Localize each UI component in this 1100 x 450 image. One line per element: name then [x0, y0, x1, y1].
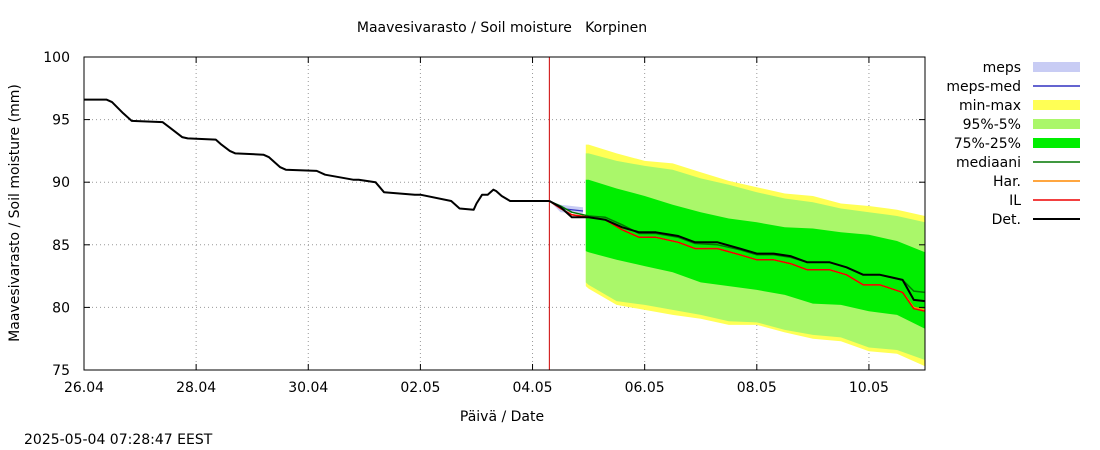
legend-label-meps: meps [983, 60, 1021, 76]
legend-swatch-minmax [1033, 100, 1080, 110]
plot-frame [83, 56, 926, 371]
legend-label-median: mediaani [956, 155, 1021, 171]
x-tick-label: 10.05 [849, 380, 889, 396]
x-tick-label: 02.05 [400, 380, 440, 396]
x-tick-label: 26.04 [64, 380, 104, 396]
line-layer [84, 57, 926, 370]
x-tick-label: 04.05 [512, 380, 552, 396]
y-tick-label: 75 [52, 363, 70, 379]
x-axis-label: Päivä / Date [460, 409, 544, 425]
legend-swatch-meps [1033, 62, 1080, 72]
y-tick-label: 90 [52, 175, 70, 191]
legend-label-minmax: min-max [959, 98, 1021, 114]
legend-swatch-p75_25 [1033, 138, 1080, 148]
timestamp: 2025-05-04 07:28:47 EEST [24, 432, 213, 448]
chart-title: Maavesivarasto / Soil moisture Korpinen [357, 20, 647, 36]
series-line-det [84, 98, 550, 211]
legend-label-p95_5: 95%-5% [963, 117, 1021, 133]
y-axis-label: Maavesivarasto / Soil moisture (mm) [7, 84, 23, 342]
legend-swatch-p95_5 [1033, 119, 1080, 129]
legend: meps meps-med min-max 95%-5% 75%-25% mediaani… [946, 60, 1080, 228]
tick-layer: 75 80 85 90 95 100 26.04 28.04 30.04 02.05 04.05 06… [43, 50, 925, 396]
y-tick-label: 95 [52, 113, 70, 129]
y-tick-label: 85 [52, 238, 70, 254]
legend-label-det: Det. [992, 212, 1021, 228]
x-tick-label: 08.05 [737, 380, 777, 396]
x-tick-label: 28.04 [176, 380, 216, 396]
x-tick-label: 06.05 [625, 380, 665, 396]
legend-label-p75_25: 75%-25% [954, 136, 1021, 152]
y-tick-label: 80 [52, 300, 70, 316]
x-tick-label: 30.04 [288, 380, 328, 396]
legend-label-har: Har. [993, 174, 1021, 190]
y-tick-label: 100 [43, 50, 70, 66]
legend-label-meps_med: meps-med [946, 79, 1021, 95]
legend-label-il: IL [1009, 193, 1021, 209]
series-line-det [548, 200, 926, 303]
